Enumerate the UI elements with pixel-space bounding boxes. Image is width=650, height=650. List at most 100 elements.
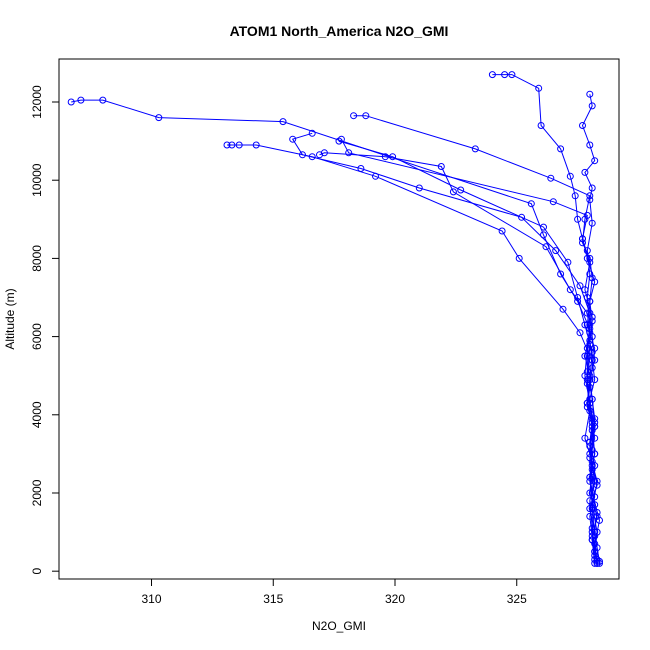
data-point — [564, 258, 572, 266]
x-tick-label: 315 — [263, 592, 283, 606]
data-point — [588, 426, 596, 434]
chart-title: ATOM1 North_America N2O_GMI — [230, 23, 449, 39]
data-point — [581, 321, 589, 329]
data-point — [518, 213, 526, 221]
profile-series — [316, 149, 603, 565]
data-point — [593, 477, 601, 485]
data-point — [498, 227, 506, 235]
data-point — [501, 71, 509, 79]
y-tick-label: 4000 — [30, 401, 44, 428]
series-line — [291, 132, 598, 560]
data-point — [235, 141, 243, 149]
data-point — [535, 84, 543, 92]
data-point — [591, 376, 599, 384]
data-point — [591, 278, 599, 286]
data-point — [586, 141, 594, 149]
data-point — [571, 192, 579, 200]
data-point — [574, 294, 582, 301]
data-point — [586, 473, 594, 481]
data-point — [557, 270, 565, 278]
data-point — [581, 372, 589, 380]
data-point — [581, 168, 589, 176]
data-point — [591, 157, 599, 165]
data-point — [588, 184, 596, 192]
data-point — [437, 163, 445, 170]
data-point — [583, 344, 591, 352]
series-line — [319, 152, 601, 562]
data-point — [581, 352, 589, 360]
data-point — [576, 282, 584, 290]
series-line — [492, 74, 598, 564]
data-point — [591, 462, 599, 470]
y-tick-label: 6000 — [30, 323, 44, 350]
data-point — [596, 516, 603, 524]
data-point — [67, 98, 75, 106]
data-point — [279, 118, 287, 126]
data-point — [508, 71, 516, 79]
data-point — [527, 200, 535, 208]
data-point — [488, 71, 496, 79]
data-point — [540, 231, 547, 239]
data-point — [552, 247, 560, 255]
x-tick-label: 325 — [507, 592, 527, 606]
data-point — [549, 198, 557, 206]
series-line — [581, 94, 598, 556]
data-point — [515, 254, 523, 262]
y-tick-label: 12000 — [30, 85, 44, 119]
data-point — [449, 188, 457, 196]
y-tick-label: 0 — [30, 568, 44, 575]
data-point — [583, 309, 591, 317]
data-point — [557, 145, 565, 153]
data-point — [586, 90, 594, 98]
data-point — [586, 450, 594, 458]
y-tick-label: 10000 — [30, 163, 44, 197]
data-point — [457, 186, 465, 194]
series-line — [340, 138, 600, 562]
series-line — [71, 99, 600, 564]
data-point — [591, 450, 599, 458]
data-point — [155, 114, 163, 122]
data-point — [540, 223, 547, 231]
y-tick-label: 2000 — [30, 479, 44, 506]
data-point — [337, 135, 345, 143]
data-point — [583, 247, 591, 255]
data-point — [77, 96, 85, 104]
data-point — [252, 141, 260, 149]
data-point — [350, 112, 358, 120]
x-tick-label: 320 — [385, 592, 405, 606]
data-point — [415, 184, 423, 192]
data-point — [588, 501, 596, 509]
profile-series — [337, 135, 603, 565]
data-point — [586, 270, 594, 278]
data-point — [362, 112, 370, 120]
data-point — [537, 122, 545, 129]
y-axis-title: Altitude (m) — [3, 288, 17, 349]
data-point — [588, 219, 596, 227]
data-point — [345, 149, 353, 157]
data-point — [583, 294, 591, 301]
data-point — [576, 329, 584, 337]
y-axis: 0 2000 4000 6000 8000 10000 12000 — [30, 85, 60, 575]
data-point — [542, 243, 550, 251]
data-point — [586, 321, 594, 329]
data-point — [316, 151, 323, 159]
data-point — [583, 211, 591, 219]
profile-series — [223, 141, 601, 563]
data-point — [559, 305, 567, 313]
data-point — [574, 215, 582, 223]
data-point — [308, 153, 316, 161]
series-line — [338, 140, 598, 564]
profile-series — [350, 112, 601, 567]
profile-series — [289, 129, 601, 563]
data-point — [308, 129, 316, 137]
data-point — [566, 286, 574, 294]
data-point — [381, 153, 389, 161]
data-point — [99, 96, 107, 104]
data-point — [586, 399, 594, 407]
data-point — [581, 434, 589, 442]
data-point — [588, 102, 596, 110]
data-point — [586, 258, 594, 266]
profile-series — [579, 90, 601, 559]
data-point — [586, 196, 594, 204]
x-tick-label: 310 — [142, 592, 162, 606]
